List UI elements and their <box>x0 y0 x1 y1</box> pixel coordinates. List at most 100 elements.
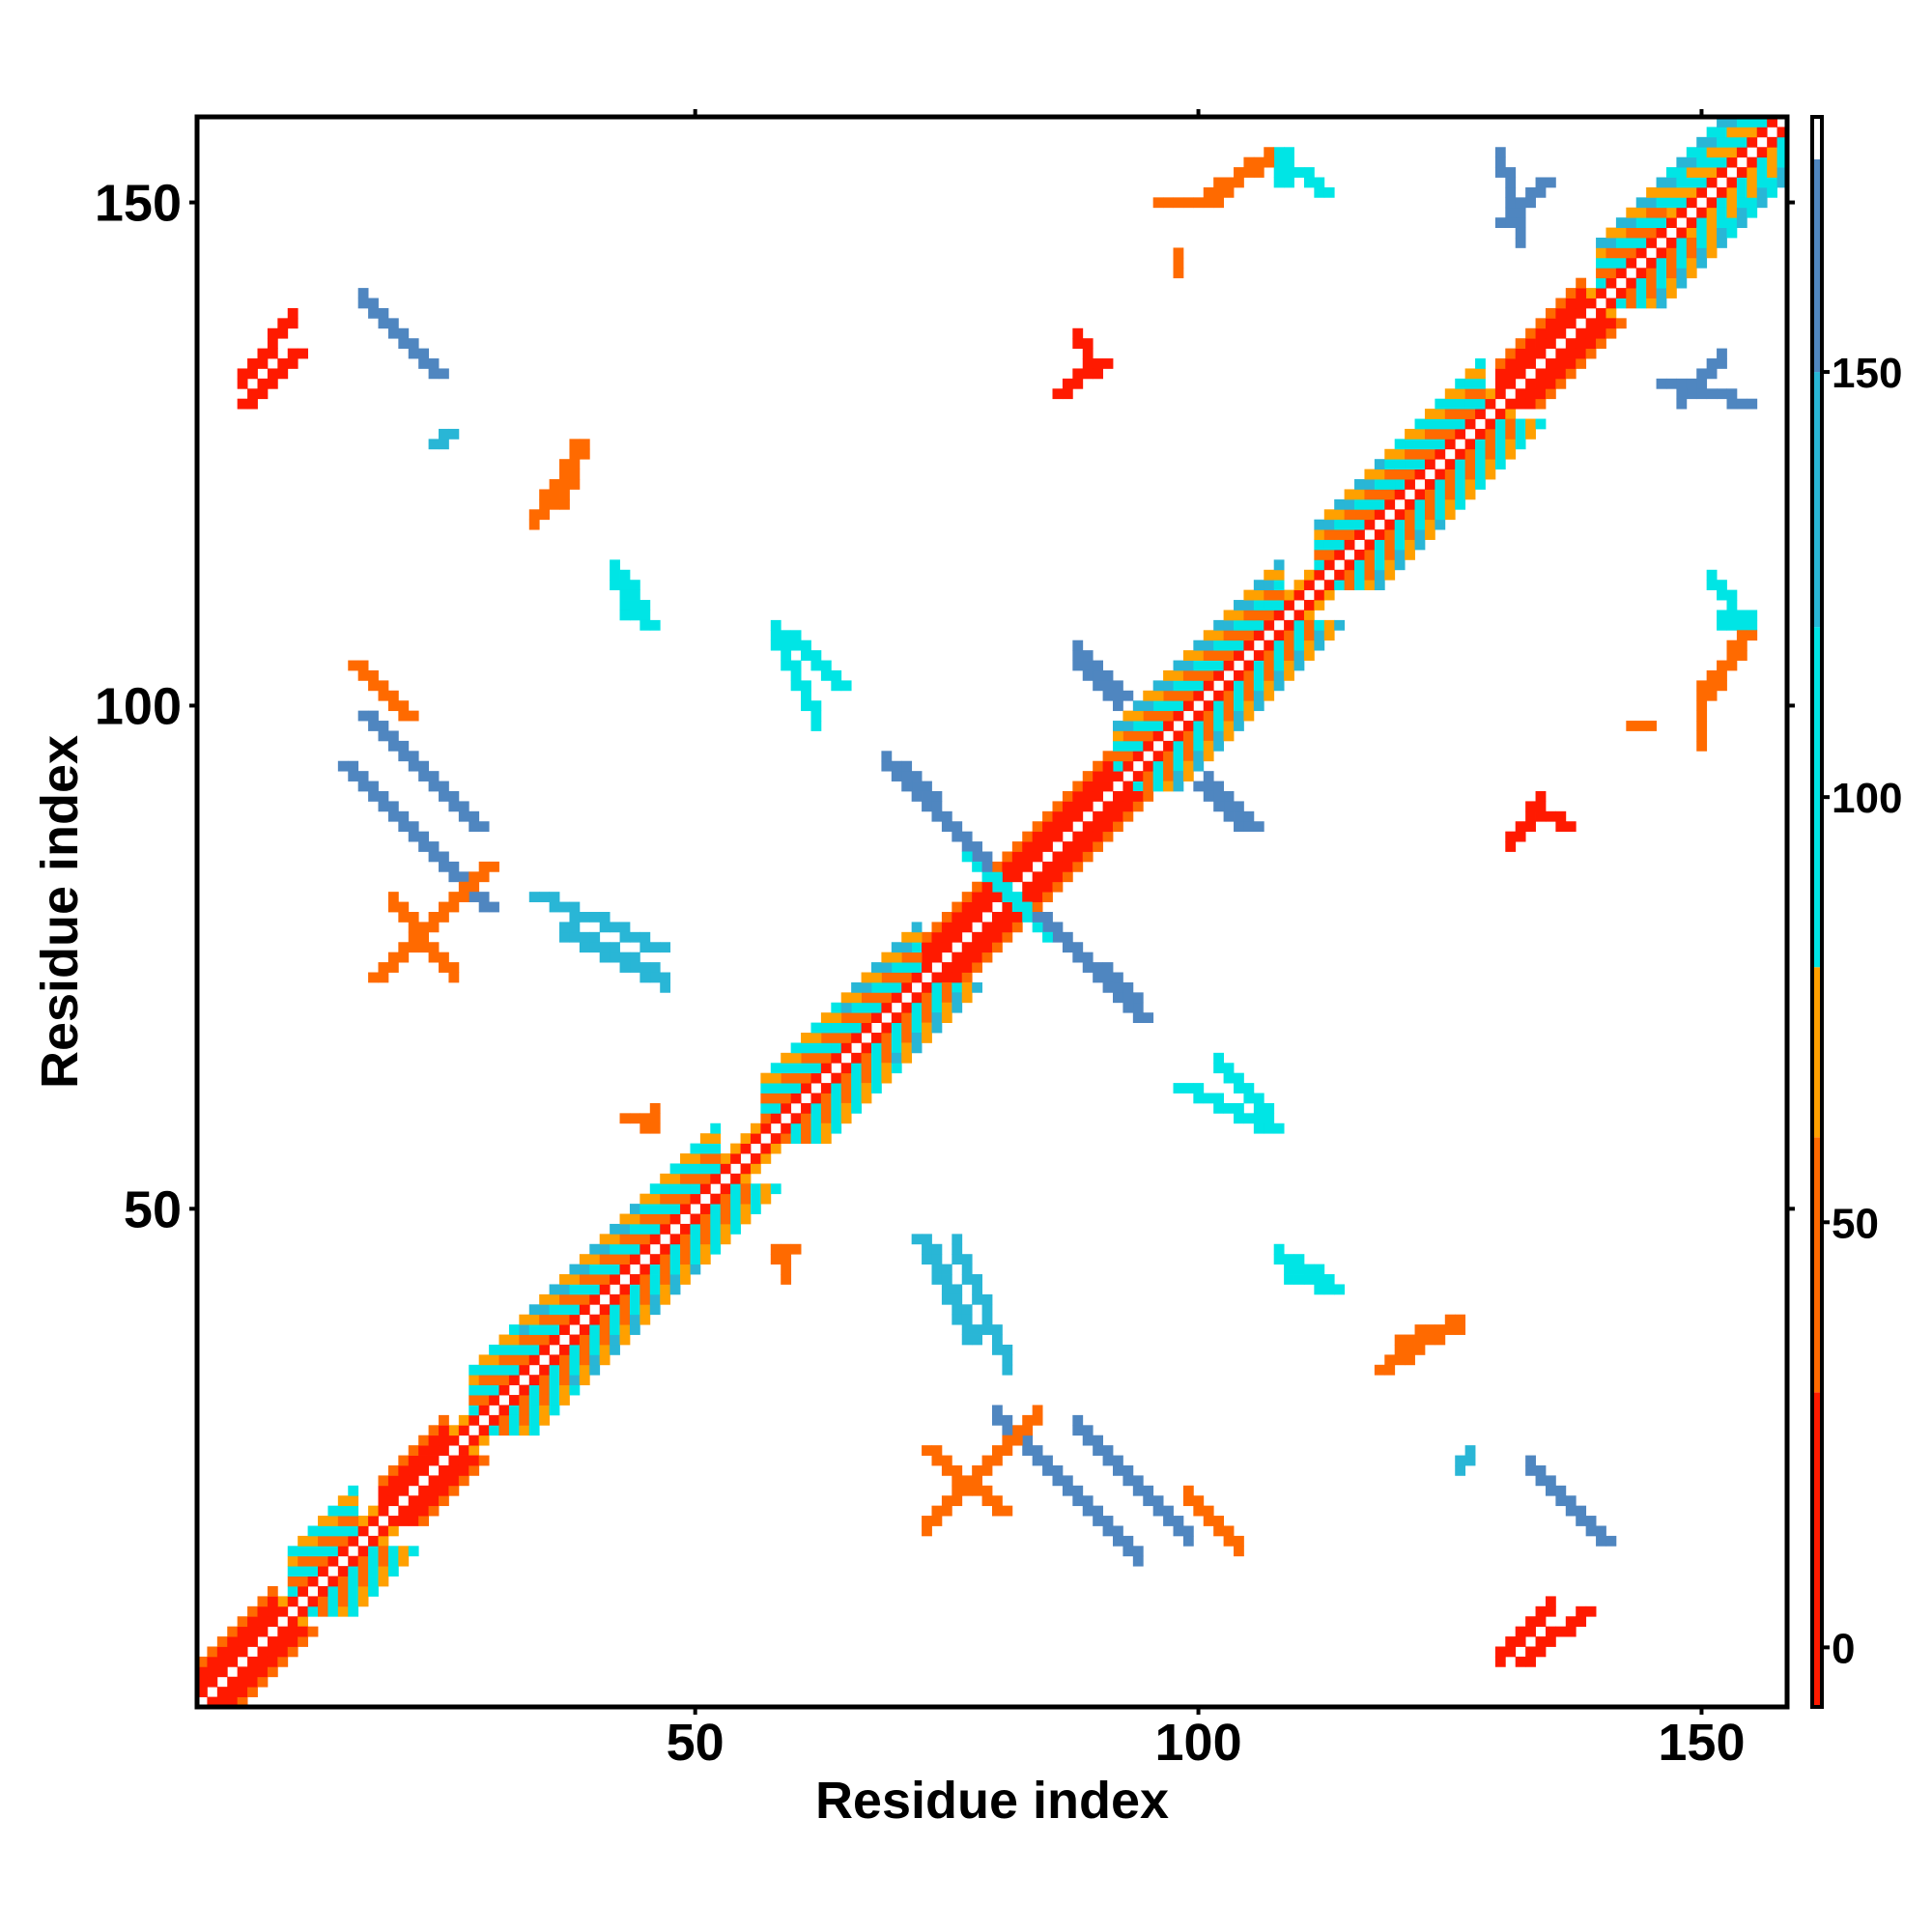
contact-cell <box>1293 1254 1305 1265</box>
contact-cell <box>478 892 490 902</box>
contact-cell <box>1414 489 1426 500</box>
contact-cell <box>1052 1475 1064 1487</box>
contact-cell <box>348 1505 359 1517</box>
contact-cell <box>1736 639 1747 651</box>
contact-cell <box>1505 348 1517 359</box>
contact-cell <box>1747 156 1758 168</box>
contact-cell <box>961 1485 973 1496</box>
contact-cell <box>1535 1616 1547 1628</box>
contact-cell <box>549 1304 560 1316</box>
contact-cell <box>690 1143 701 1154</box>
contact-cell <box>478 901 490 913</box>
contact-cell <box>257 1596 269 1607</box>
contact-cell <box>448 892 460 902</box>
contact-cell <box>1364 479 1376 490</box>
colorbar-segment <box>1812 372 1822 628</box>
contact-cell <box>1011 922 1023 933</box>
contact-cell <box>952 1485 963 1496</box>
contact-cell <box>1364 580 1376 591</box>
contact-cell <box>267 1666 278 1678</box>
contact-cell <box>1344 489 1355 500</box>
contact-cell <box>1082 962 1094 973</box>
contact-cell <box>1706 177 1718 188</box>
contact-cell <box>357 1576 369 1587</box>
contact-cell <box>267 1656 278 1667</box>
contact-cell <box>901 931 913 943</box>
contact-cell <box>579 439 590 450</box>
contact-cell <box>589 1364 601 1376</box>
contact-cell <box>790 1113 802 1124</box>
contact-cell <box>1093 760 1103 772</box>
contact-cell <box>398 1455 410 1466</box>
contact-cell <box>1767 177 1777 188</box>
contact-cell <box>1435 418 1446 430</box>
contact-cell <box>1002 1344 1013 1355</box>
contact-cell <box>1535 1636 1547 1647</box>
contact-cell <box>770 1063 781 1074</box>
contact-cell <box>649 1284 661 1295</box>
contact-cell <box>1726 600 1738 611</box>
contact-cell <box>1726 217 1738 228</box>
contact-cell <box>1213 801 1225 812</box>
contact-cell <box>207 1666 218 1678</box>
contact-cell <box>1747 630 1758 641</box>
contact-cell <box>891 1022 902 1034</box>
contact-cell <box>972 1485 982 1496</box>
contact-cell <box>1374 498 1385 510</box>
contact-cell <box>669 1213 681 1225</box>
contact-cell <box>1717 238 1727 248</box>
contact-cell <box>1585 1516 1597 1526</box>
contact-cell <box>267 338 278 350</box>
contact-cell <box>660 1213 671 1225</box>
contact-cell <box>861 1083 872 1094</box>
contact-cell <box>418 922 430 933</box>
contact-cell <box>820 1042 832 1054</box>
contact-cell <box>579 1274 590 1285</box>
contact-cell <box>1072 660 1084 671</box>
contact-cell <box>428 781 440 792</box>
contact-cell <box>428 1455 440 1466</box>
contact-cell <box>1082 358 1094 369</box>
contact-cell <box>1525 186 1536 198</box>
contact-cell <box>922 1516 932 1526</box>
contact-cell <box>1253 690 1264 701</box>
contact-cell <box>408 348 419 359</box>
contact-cell <box>730 1143 741 1154</box>
contact-cell <box>1525 1626 1536 1637</box>
contact-cell <box>1656 217 1667 228</box>
contact-cell <box>1234 1113 1244 1124</box>
contact-cell <box>1726 177 1738 188</box>
contact-cell <box>1717 669 1727 681</box>
contact-cell <box>398 821 410 833</box>
contact-cell <box>629 1324 640 1335</box>
contact-cell <box>549 1293 560 1305</box>
contact-cell <box>489 1384 499 1396</box>
contact-cell <box>1032 1414 1043 1426</box>
contact-cell <box>1576 1516 1587 1526</box>
contact-cell <box>1414 439 1426 450</box>
contact-cell <box>669 1274 681 1285</box>
contact-cell <box>1706 238 1718 248</box>
contact-cell <box>1163 700 1174 712</box>
contact-cell <box>569 1314 581 1325</box>
contact-cell <box>439 1464 449 1476</box>
contact-cell <box>690 1163 701 1175</box>
contact-cell <box>1384 559 1396 571</box>
contact-cell <box>639 1113 651 1124</box>
contact-cell <box>1464 439 1476 450</box>
contact-cell <box>197 1687 208 1697</box>
contact-cell <box>891 981 902 993</box>
contact-cell <box>790 1072 802 1084</box>
contact-cell <box>1113 981 1123 993</box>
contact-cell <box>579 931 590 943</box>
contact-cell <box>1243 660 1255 671</box>
contact-cell <box>227 1687 239 1697</box>
contact-cell <box>680 1274 691 1285</box>
contact-cell <box>619 952 631 963</box>
contact-cell <box>489 1354 499 1366</box>
contact-cell <box>1424 529 1435 540</box>
contact-cell <box>287 318 298 329</box>
contact-cell <box>861 972 872 983</box>
contact-cell <box>1193 690 1205 701</box>
contact-cell <box>498 1375 510 1386</box>
